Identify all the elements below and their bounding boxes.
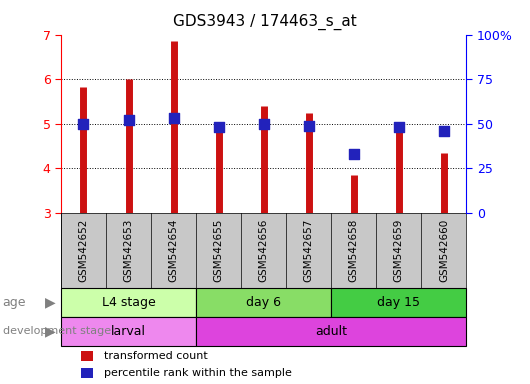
Text: GSM542657: GSM542657 bbox=[304, 219, 314, 282]
FancyBboxPatch shape bbox=[331, 288, 466, 317]
Text: GSM542658: GSM542658 bbox=[349, 219, 359, 282]
Text: L4 stage: L4 stage bbox=[102, 296, 155, 309]
FancyBboxPatch shape bbox=[196, 288, 331, 317]
FancyBboxPatch shape bbox=[61, 288, 196, 317]
Text: ▶: ▶ bbox=[45, 295, 56, 310]
Text: percentile rank within the sample: percentile rank within the sample bbox=[103, 368, 292, 378]
Point bbox=[440, 128, 448, 134]
Text: GSM542660: GSM542660 bbox=[439, 219, 449, 282]
Text: GSM542655: GSM542655 bbox=[214, 219, 224, 282]
Point bbox=[124, 117, 132, 123]
Text: GSM542654: GSM542654 bbox=[169, 219, 179, 282]
Text: ▶: ▶ bbox=[45, 324, 56, 338]
Text: GSM542656: GSM542656 bbox=[259, 219, 269, 282]
Text: GDS3943 / 174463_s_at: GDS3943 / 174463_s_at bbox=[173, 13, 357, 30]
Point bbox=[259, 121, 268, 127]
Bar bbox=[81, 368, 93, 379]
Text: larval: larval bbox=[111, 325, 146, 338]
Text: development stage: development stage bbox=[3, 326, 111, 336]
Text: day 6: day 6 bbox=[246, 296, 281, 309]
Text: day 15: day 15 bbox=[377, 296, 420, 309]
Point bbox=[169, 116, 178, 122]
Point bbox=[350, 151, 358, 157]
Point bbox=[214, 124, 223, 131]
Text: transformed count: transformed count bbox=[103, 351, 207, 361]
Text: GSM542652: GSM542652 bbox=[78, 219, 89, 282]
Text: age: age bbox=[3, 296, 26, 309]
FancyBboxPatch shape bbox=[196, 317, 466, 346]
Point bbox=[80, 121, 88, 127]
Point bbox=[304, 122, 313, 129]
Text: GSM542653: GSM542653 bbox=[123, 219, 134, 282]
Text: GSM542659: GSM542659 bbox=[394, 219, 404, 282]
Text: adult: adult bbox=[315, 325, 347, 338]
Bar bbox=[81, 351, 93, 361]
Point bbox=[394, 124, 403, 131]
FancyBboxPatch shape bbox=[61, 317, 196, 346]
